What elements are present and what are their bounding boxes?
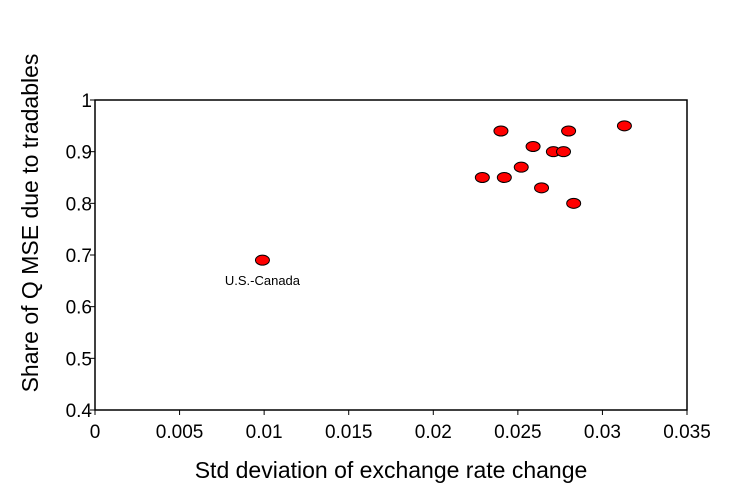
- x-tick-label: 0.025: [494, 422, 542, 443]
- data-point: [534, 182, 550, 194]
- point-annotation: U.S.-Canada: [225, 273, 301, 288]
- y-tick-label: 1: [81, 91, 92, 112]
- data-point: [474, 172, 490, 183]
- plot-area-border: [94, 99, 688, 411]
- data-point: [254, 254, 270, 266]
- y-tick-label: 0.7: [66, 246, 92, 267]
- data-point: [525, 141, 541, 152]
- data-point: [561, 125, 577, 137]
- y-tick-label: 0.4: [66, 401, 93, 422]
- x-tick-label: 0.035: [663, 422, 711, 443]
- x-tick-label: 0.02: [415, 422, 452, 443]
- x-axis-ticks: 0 0.005 0.01 0.015 0.02 0.025 0.03 0.035: [90, 410, 711, 443]
- y-tick-label: 0.9: [66, 143, 92, 164]
- y-axis-label: Share of Q MSE due to tradables: [17, 54, 43, 393]
- data-point: [493, 125, 509, 137]
- annotations: U.S.-Canada: [225, 273, 301, 288]
- x-tick-label: 0.015: [325, 422, 373, 443]
- y-tick-label: 0.8: [66, 194, 92, 215]
- x-tick-label: 0.005: [156, 422, 204, 443]
- data-point: [566, 197, 582, 209]
- x-tick-label: 0: [90, 422, 101, 443]
- y-axis-ticks: 0.4 0.5 0.6 0.7 0.8 0.9 1: [66, 91, 95, 422]
- plot-frame: [94, 99, 688, 411]
- data-point: [513, 161, 529, 173]
- y-tick-label: 0.6: [66, 298, 92, 319]
- data-point: [496, 172, 512, 183]
- x-tick-label: 0.03: [584, 422, 621, 443]
- data-points: [254, 120, 632, 266]
- x-axis-label: Std deviation of exchange rate change: [195, 457, 588, 483]
- y-tick-label: 0.5: [66, 349, 92, 370]
- x-tick-label: 0.01: [246, 422, 283, 443]
- data-point: [556, 146, 572, 158]
- data-point: [616, 120, 632, 132]
